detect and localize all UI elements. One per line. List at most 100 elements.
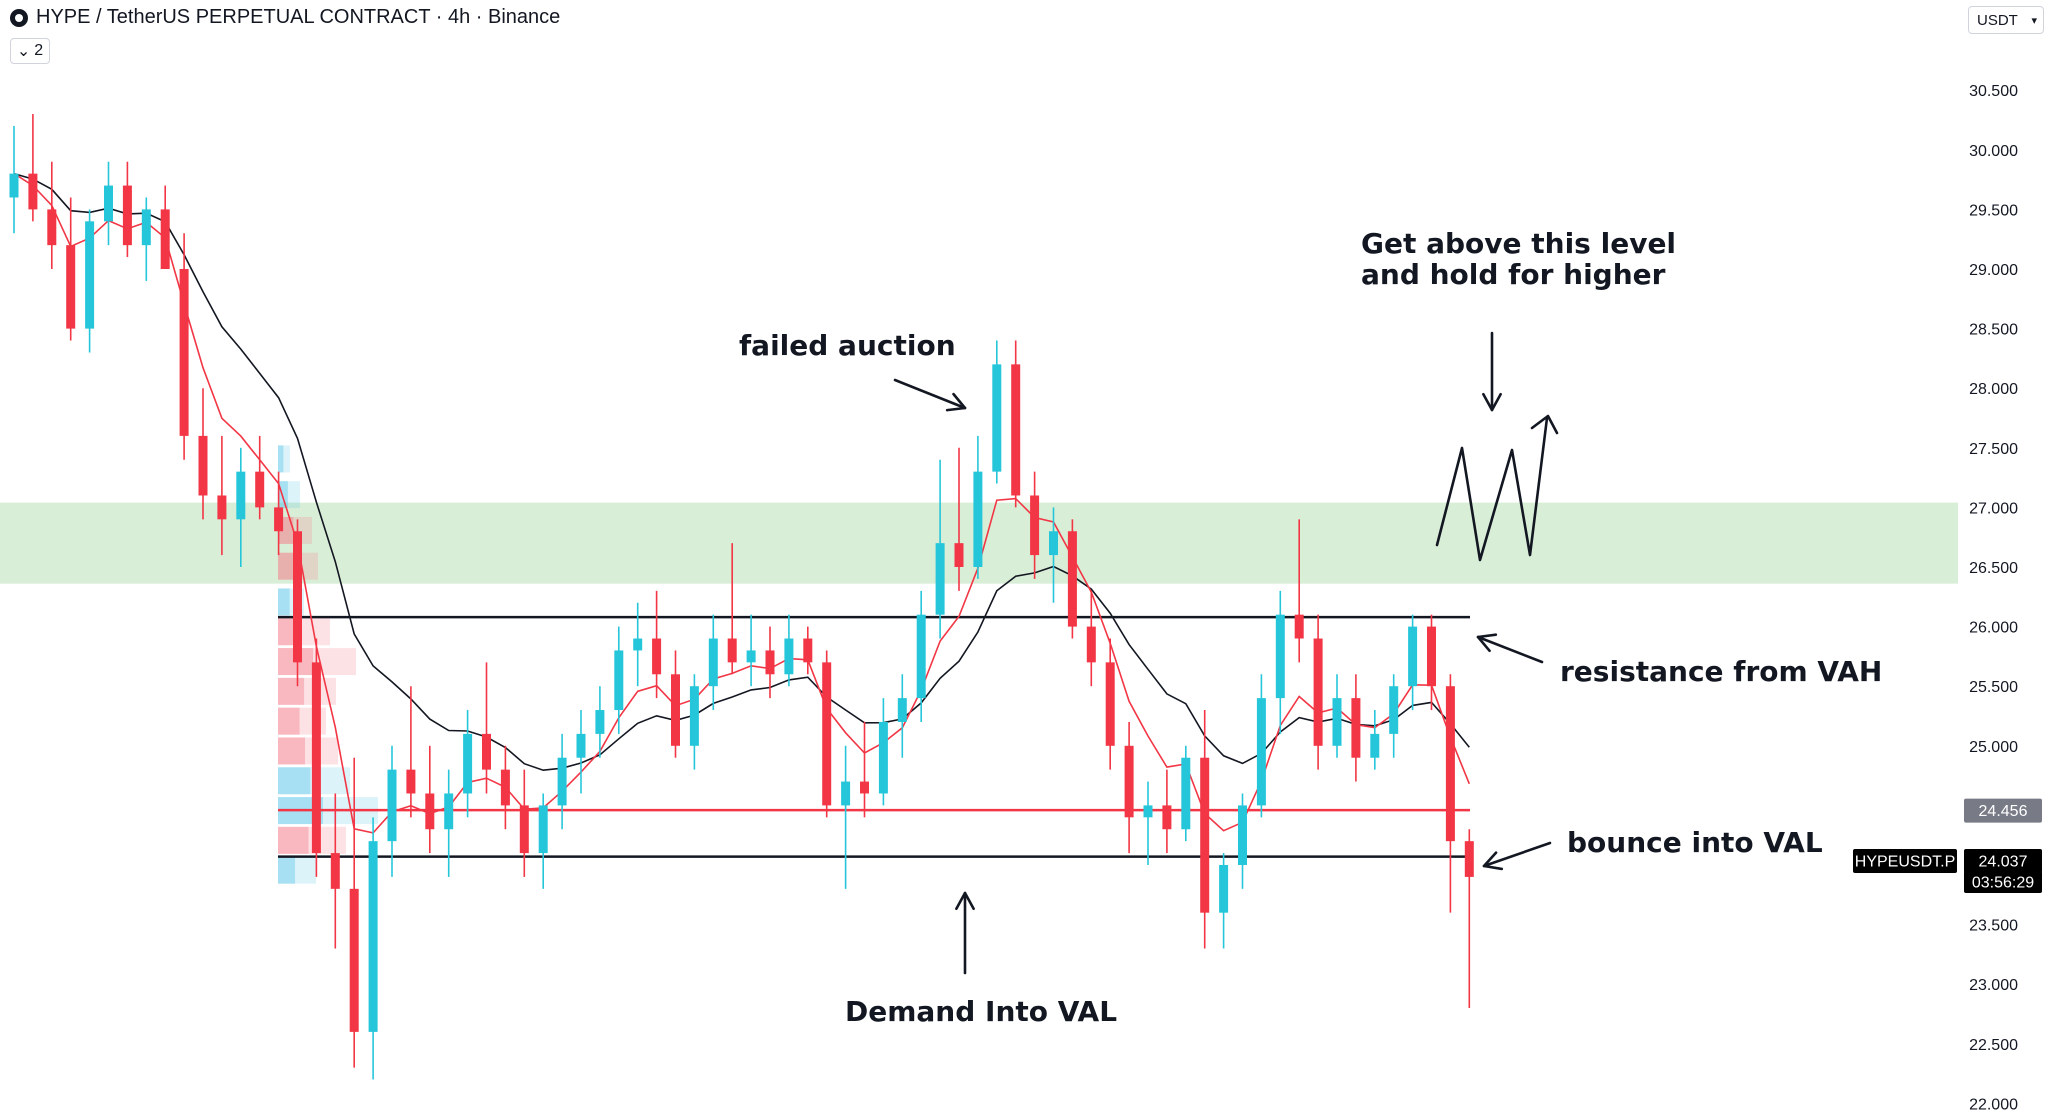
countdown-tag: 03:56:29 — [1972, 875, 2034, 892]
candle-body — [1086, 626, 1096, 663]
profile-bar — [278, 767, 311, 795]
candle-body — [557, 757, 567, 806]
candle-body — [1370, 733, 1380, 758]
resistance-arrow-shaft — [1476, 635, 1544, 664]
profile-bar — [278, 588, 290, 616]
candle-body — [633, 638, 643, 651]
candle-body — [595, 710, 605, 734]
chevron-down-icon: ⌄ — [16, 43, 31, 60]
candle-body — [406, 769, 416, 794]
failed-auction-arrow-head — [945, 392, 967, 412]
candle-body — [1238, 805, 1247, 865]
profile-bar — [278, 677, 305, 705]
candle-body — [1067, 531, 1077, 627]
countdown-tag-bg — [1964, 871, 2042, 893]
indicators-toggle-button[interactable]: ⌄ 2 — [10, 38, 50, 64]
last-price-tag: 24.037 — [1979, 854, 2028, 871]
profile-bar — [278, 856, 296, 884]
candle-body — [1105, 662, 1115, 746]
currency-label: USDT — [1977, 11, 2018, 29]
candle-body — [160, 209, 170, 269]
annotation-bounce: bounce into VAL — [1567, 826, 1823, 859]
ticker-tag-bg — [1853, 849, 1957, 873]
profile-bar-ext — [295, 856, 316, 884]
candle-body — [293, 531, 302, 663]
bounce-arrow-shaft — [1482, 841, 1552, 868]
key-levels — [278, 615, 1470, 858]
candle-body — [992, 364, 1002, 472]
price-tick-label: 27.000 — [1969, 500, 2018, 517]
price-tick-label: 26.500 — [1969, 560, 2018, 577]
candle-body — [1445, 686, 1455, 842]
annotation-demand: Demand Into VAL — [845, 995, 1118, 1028]
profile-bar-ext — [305, 737, 338, 765]
price-axis: 30.500 30.000 29.500 29.000 28.500 28.000 27.5… — [1969, 83, 2018, 1113]
candle-body — [1332, 698, 1342, 746]
candle-body — [463, 733, 473, 794]
candle-body — [1351, 698, 1361, 758]
candle-body — [1011, 364, 1021, 496]
candles — [9, 114, 1474, 1080]
candle-body — [1275, 614, 1285, 699]
candle-body — [803, 638, 813, 663]
candle-body — [689, 686, 699, 746]
candle-body — [1124, 745, 1134, 818]
candle-body — [708, 638, 718, 687]
price-tick-label: 30.000 — [1969, 143, 2018, 160]
candle-body — [671, 674, 680, 746]
candle-body — [444, 793, 454, 830]
poc-price-tag: 24.456 — [1979, 803, 2028, 820]
price-tick-label: 29.000 — [1969, 262, 2018, 279]
candle-body — [1464, 841, 1474, 877]
candle-body — [217, 495, 227, 520]
candle-body — [198, 435, 208, 496]
failed-auction-arrow-shaft — [893, 378, 967, 410]
candle-body — [236, 471, 246, 520]
candle-body — [1181, 757, 1191, 830]
price-tick-label: 23.500 — [1969, 918, 2018, 935]
profile-bar — [278, 707, 300, 735]
candle-body — [104, 185, 113, 222]
profile-bar — [278, 826, 309, 854]
candle-body — [538, 805, 548, 854]
annotation-resistance: resistance from VAH — [1560, 655, 1883, 688]
candle-body — [1143, 805, 1153, 818]
candle-body — [1427, 626, 1436, 687]
candle-body — [916, 614, 926, 699]
ticker-tag: HYPEUSDT.P — [1855, 854, 1955, 871]
price-tags: 24.456 HYPEUSDT.P 24.037 03:56:29 — [1853, 798, 2042, 893]
moving-averages — [13, 172, 1471, 834]
candle-body — [727, 638, 737, 663]
price-tick-label: 25.000 — [1969, 739, 2018, 756]
ema-slow-line — [13, 172, 1470, 772]
candle-body — [822, 662, 832, 806]
candle-body — [1294, 614, 1304, 639]
candle-body — [878, 721, 888, 794]
zigzag-path — [1435, 416, 1549, 562]
currency-select[interactable]: USDT ▾ — [1968, 6, 2044, 34]
candle-body — [784, 638, 794, 675]
price-tick-label: 23.000 — [1969, 977, 2018, 994]
candle-body — [1219, 865, 1229, 913]
candle-body — [652, 638, 662, 675]
symbol-title[interactable]: HYPE / TetherUS PERPETUAL CONTRACT · 4h … — [36, 6, 561, 28]
candle-body — [47, 209, 57, 246]
candle-body — [1389, 686, 1399, 734]
price-tick-label: 25.500 — [1969, 679, 2018, 696]
candle-body — [746, 650, 756, 663]
candle-body — [973, 471, 983, 567]
price-tick-label: 22.000 — [1969, 1096, 2018, 1113]
candle-body — [311, 662, 321, 854]
candle-body — [519, 805, 529, 854]
price-tick-label: 26.000 — [1969, 620, 2018, 637]
profile-bar — [278, 737, 305, 765]
price-tick-label: 27.500 — [1969, 441, 2018, 458]
candle-body — [1200, 757, 1210, 913]
candle-body — [28, 173, 38, 210]
exchange-logo-icon — [10, 8, 28, 27]
candle-body — [349, 888, 359, 1032]
price-tick-label: 28.500 — [1969, 322, 2018, 339]
last-price-tag-bg — [1964, 849, 2042, 873]
price-tick-label: 28.000 — [1969, 381, 2018, 398]
